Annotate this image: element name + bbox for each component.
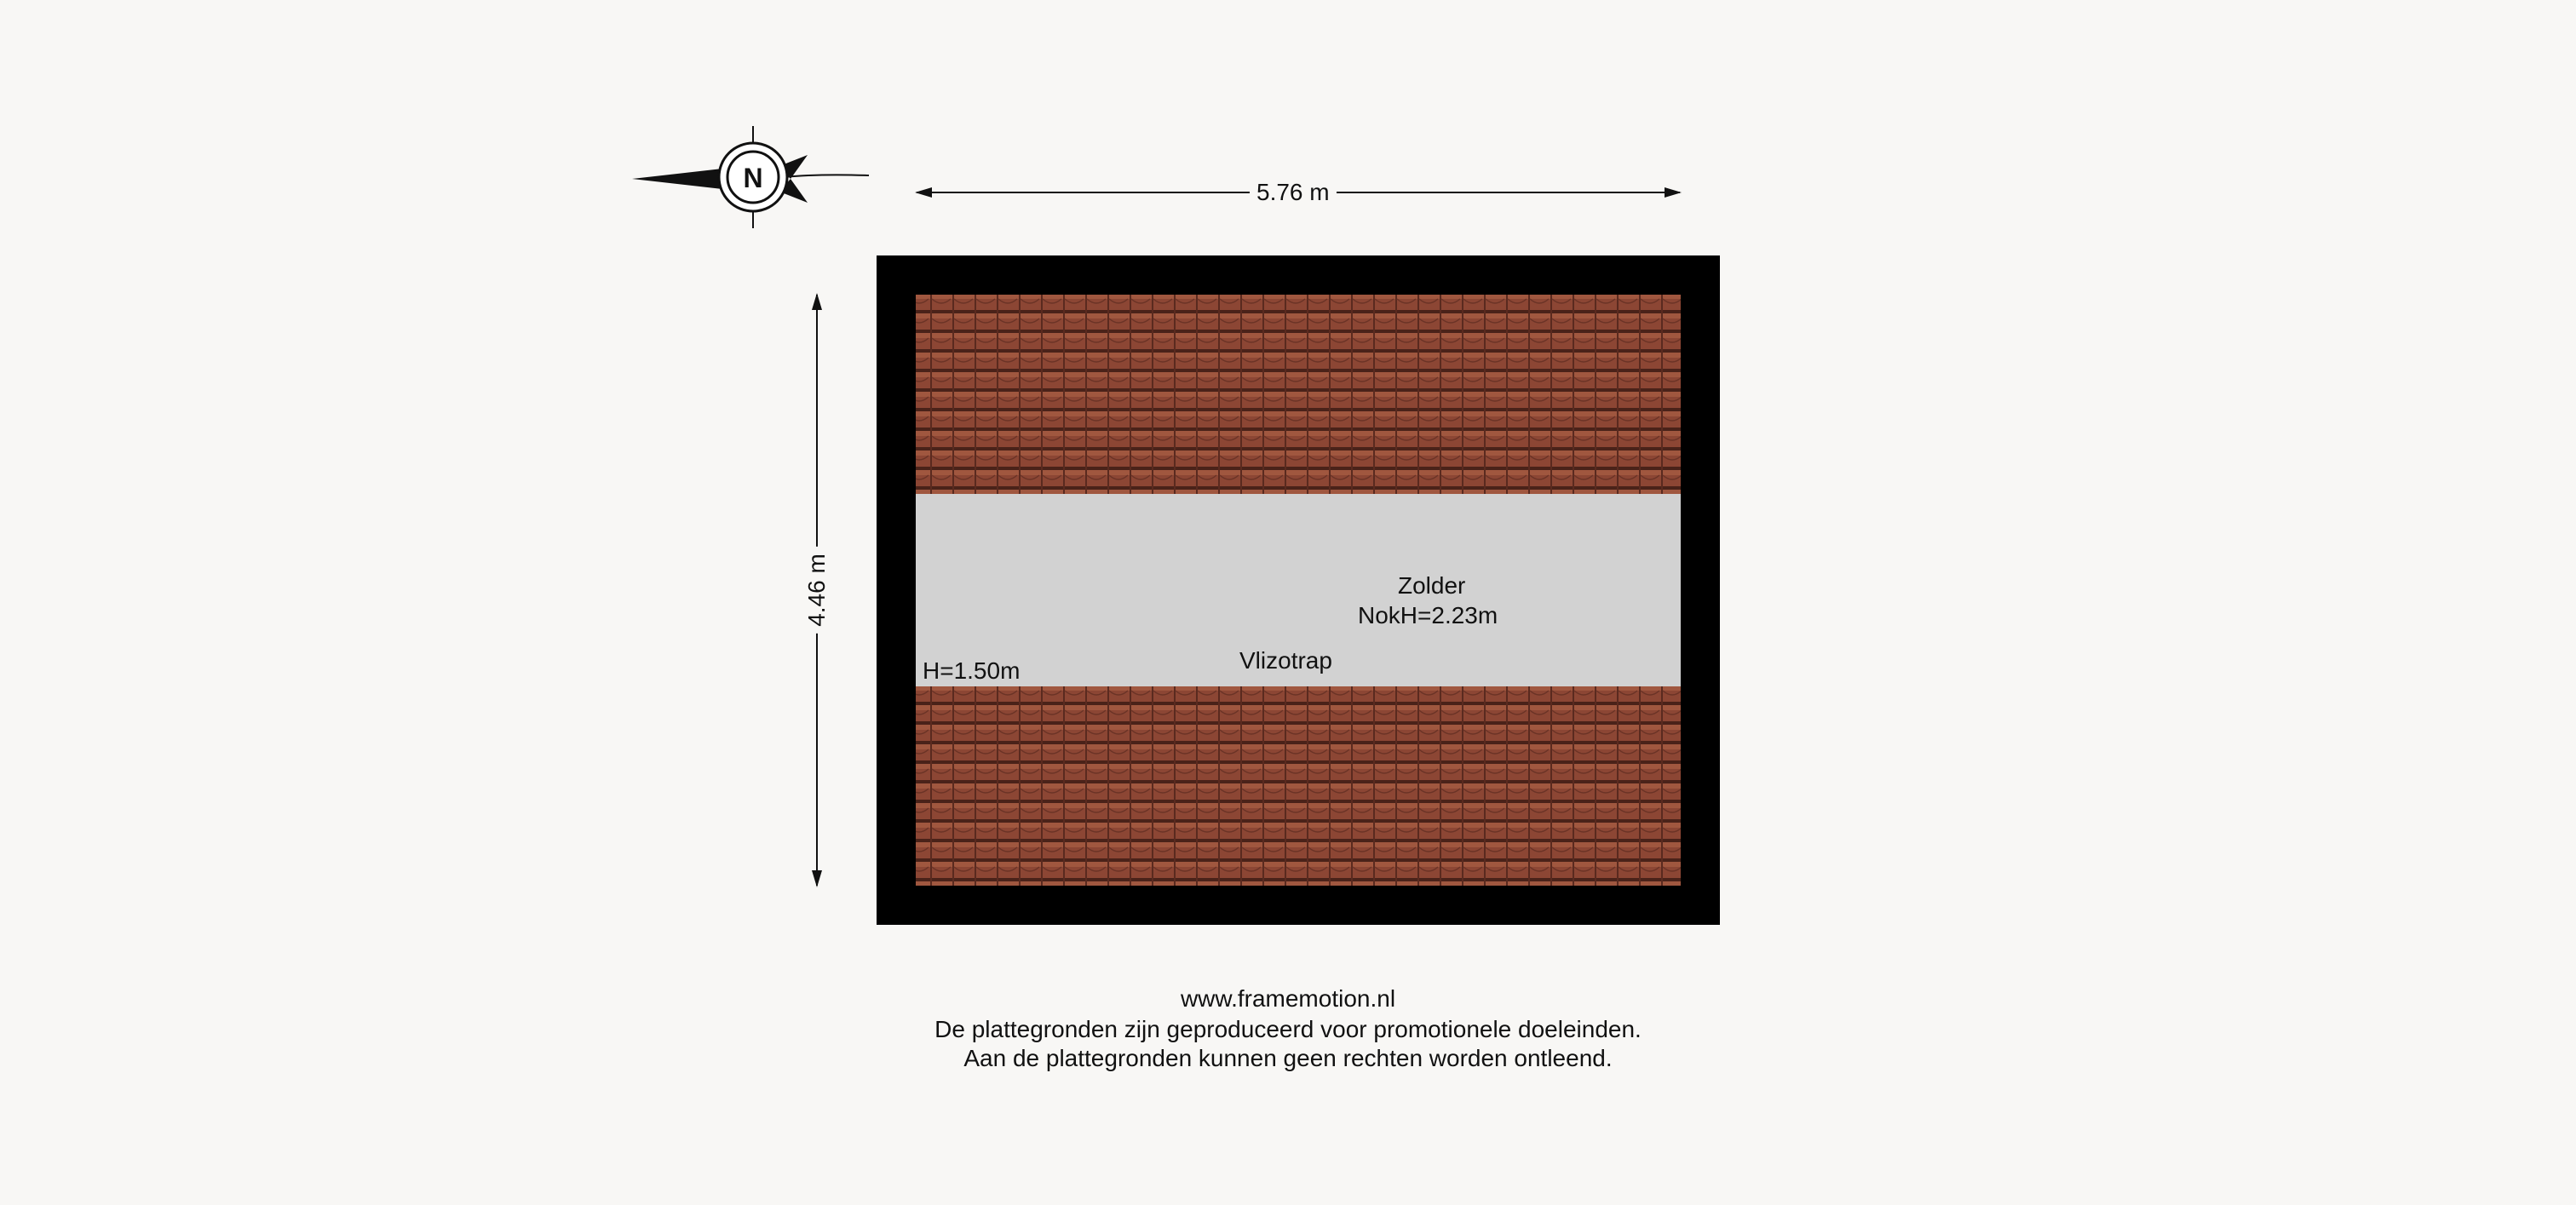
footer-disclaimer-1: De plattegronden zijn geproduceerd voor … — [934, 1016, 1642, 1042]
stair-label: Vlizotrap — [1239, 647, 1332, 674]
ridge-height-label: NokH=2.23m — [1358, 602, 1498, 628]
width-dimension-label: 5.76 m — [1250, 178, 1337, 207]
knee-height-label: H=1.50m — [923, 657, 1021, 684]
roof-slope-bottom — [916, 686, 1681, 886]
depth-dimension-label: 4.46 m — [802, 547, 831, 634]
footer-disclaimer-2: Aan de plattegronden kunnen geen rechten… — [963, 1045, 1613, 1071]
room-name: Zolder — [1398, 572, 1466, 599]
footer-website: www.framemotion.nl — [1180, 985, 1396, 1012]
compass-letter: N — [743, 163, 762, 193]
roof-slope-top — [916, 295, 1681, 494]
attic-floor — [916, 494, 1681, 686]
compass-icon: N — [632, 126, 870, 228]
